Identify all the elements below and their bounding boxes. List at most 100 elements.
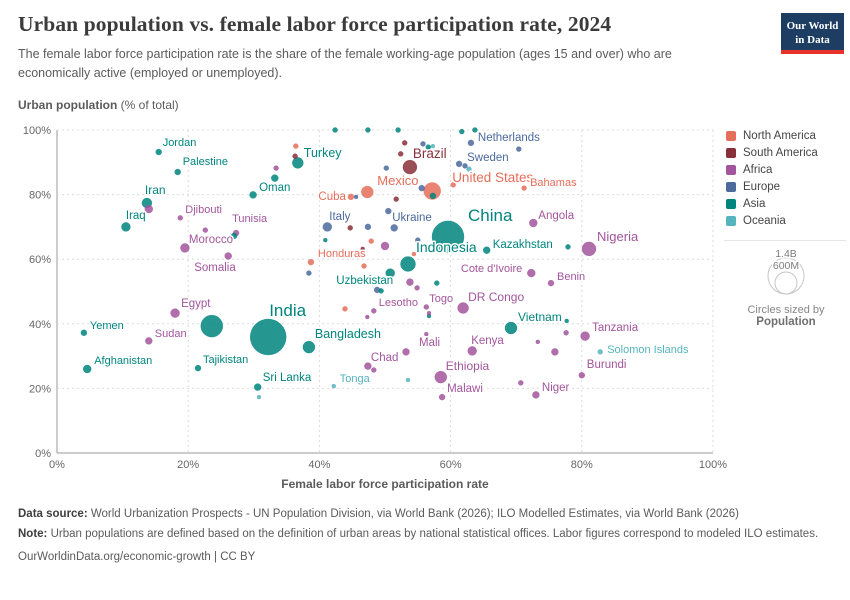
data-point[interactable]: [532, 391, 540, 399]
data-point[interactable]: [580, 331, 590, 341]
data-point[interactable]: [434, 280, 440, 286]
data-point[interactable]: [415, 237, 421, 243]
data-point[interactable]: [380, 241, 390, 251]
data-point[interactable]: [230, 232, 238, 240]
data-point[interactable]: [516, 146, 522, 152]
owid-link[interactable]: OurWorldinData.org/economic-growth: [18, 550, 211, 563]
data-point[interactable]: [256, 394, 262, 400]
data-point[interactable]: [521, 185, 527, 191]
data-point[interactable]: [271, 174, 279, 182]
legend-item-south-america[interactable]: South America: [726, 144, 818, 161]
data-point[interactable]: [395, 127, 401, 133]
data-point[interactable]: [406, 278, 414, 286]
data-point[interactable]: [249, 191, 257, 199]
data-point[interactable]: [378, 288, 384, 294]
data-point[interactable]: [564, 318, 569, 324]
data-point[interactable]: [383, 165, 390, 171]
data-point[interactable]: [565, 244, 571, 250]
data-point[interactable]: [202, 227, 209, 233]
data-point[interactable]: [323, 237, 328, 243]
data-point[interactable]: [518, 380, 524, 386]
legend-item-oceania[interactable]: Oceania: [726, 212, 818, 229]
data-point[interactable]: [482, 246, 491, 254]
data-point[interactable]: [402, 159, 418, 175]
data-point[interactable]: [414, 285, 420, 291]
owid-logo[interactable]: Our World in Data: [781, 13, 844, 54]
data-point[interactable]: [418, 184, 425, 192]
data-point[interactable]: [347, 193, 355, 201]
data-point[interactable]: [462, 163, 468, 169]
data-point[interactable]: [420, 141, 426, 147]
data-point[interactable]: [429, 192, 437, 200]
data-point[interactable]: [467, 346, 477, 356]
data-point[interactable]: [200, 314, 224, 338]
data-point[interactable]: [170, 308, 180, 318]
data-point[interactable]: [423, 304, 430, 310]
data-point[interactable]: [82, 364, 92, 374]
data-point[interactable]: [347, 225, 353, 231]
data-point[interactable]: [425, 144, 432, 150]
data-point[interactable]: [371, 308, 377, 314]
data-point[interactable]: [457, 302, 469, 314]
data-point[interactable]: [597, 349, 603, 355]
data-point[interactable]: [430, 143, 436, 149]
data-point[interactable]: [361, 263, 367, 269]
data-point[interactable]: [364, 362, 372, 370]
data-point[interactable]: [332, 127, 338, 133]
legend-item-europe[interactable]: Europe: [726, 178, 818, 195]
data-point[interactable]: [302, 340, 316, 354]
data-point[interactable]: [121, 222, 131, 232]
data-point[interactable]: [438, 393, 446, 401]
data-point[interactable]: [365, 127, 371, 133]
data-point[interactable]: [581, 241, 597, 257]
data-point[interactable]: [578, 371, 586, 379]
data-point[interactable]: [365, 314, 370, 320]
data-point[interactable]: [144, 204, 154, 214]
data-point[interactable]: [397, 151, 404, 157]
data-point[interactable]: [529, 218, 538, 228]
data-point[interactable]: [551, 348, 559, 356]
legend-item-north-america[interactable]: North America: [726, 127, 818, 144]
data-point[interactable]: [80, 329, 88, 337]
data-point[interactable]: [174, 168, 181, 176]
data-point[interactable]: [253, 383, 262, 391]
data-point[interactable]: [401, 140, 408, 146]
data-point[interactable]: [563, 330, 569, 336]
data-point[interactable]: [405, 377, 411, 383]
legend-item-africa[interactable]: Africa: [726, 161, 818, 178]
data-point[interactable]: [466, 166, 472, 172]
data-point[interactable]: [535, 339, 541, 345]
data-point[interactable]: [180, 243, 190, 253]
data-point[interactable]: [390, 224, 398, 232]
data-point[interactable]: [368, 238, 374, 244]
data-point[interactable]: [424, 331, 429, 337]
data-point[interactable]: [450, 182, 456, 188]
data-point[interactable]: [361, 185, 374, 199]
data-point[interactable]: [364, 223, 372, 231]
data-point[interactable]: [455, 160, 463, 168]
data-point[interactable]: [293, 143, 299, 149]
data-point[interactable]: [393, 196, 399, 202]
data-point[interactable]: [177, 215, 184, 221]
data-point[interactable]: [411, 251, 417, 257]
data-point[interactable]: [249, 318, 287, 356]
legend-item-asia[interactable]: Asia: [726, 195, 818, 212]
data-point[interactable]: [273, 165, 279, 171]
data-point[interactable]: [431, 220, 465, 254]
data-point[interactable]: [331, 383, 337, 389]
data-point[interactable]: [423, 182, 441, 200]
data-point[interactable]: [504, 321, 518, 335]
data-point[interactable]: [434, 370, 448, 384]
data-point[interactable]: [472, 127, 478, 133]
data-point[interactable]: [224, 252, 232, 260]
data-point[interactable]: [426, 310, 432, 316]
data-point[interactable]: [402, 348, 410, 356]
data-point[interactable]: [353, 194, 359, 200]
data-point[interactable]: [400, 256, 416, 272]
data-point[interactable]: [292, 153, 298, 159]
data-point[interactable]: [145, 337, 153, 345]
data-point[interactable]: [306, 270, 312, 276]
data-point[interactable]: [292, 157, 304, 169]
data-point[interactable]: [385, 268, 395, 278]
data-point[interactable]: [194, 364, 202, 372]
